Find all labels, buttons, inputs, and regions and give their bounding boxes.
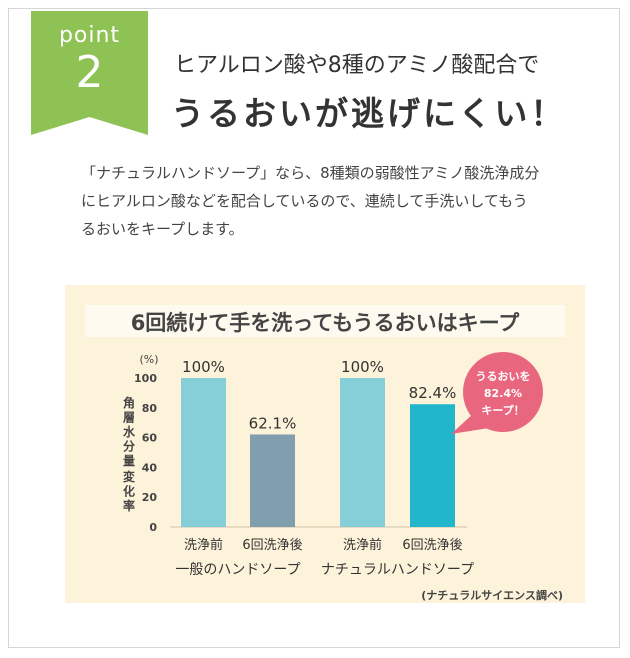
y-tick-label: 40 [142,461,158,474]
y-axis-label-char: 角 [123,395,135,410]
bar-category-label: 洗浄前 [184,537,223,553]
chart-source-note: (ナチュラルサイエンス調べ) [421,589,563,602]
y-axis-label-char: 分 [123,439,135,454]
bar [340,378,385,527]
heading-line-2: うるおいが逃げにくい！ [171,94,567,133]
y-tick-label: 20 [142,491,158,504]
badge-number: 2 [75,47,104,98]
badge-ribbon-shape [31,11,148,135]
chart-title-bar: 6回続けて手を洗ってもうるおいはキープ [85,305,565,337]
y-axis-label-char: 水 [123,424,136,439]
y-axis-label-char: 層 [123,411,135,425]
group-label: ナチュラルハンドソープ [321,562,474,578]
bar-category-label: 洗浄前 [343,537,382,553]
bar-value-label: 100% [182,358,225,376]
callout-bubble [463,352,543,432]
bar [181,378,226,527]
paragraph-line: にヒアルロン酸などを配合しているので、連続して手洗いしてもう [81,192,528,210]
paragraph-line: 「ナチュラルハンドソープ」なら、8種類の弱酸性アミノ酸洗浄成分 [81,164,540,182]
chart-title: 6回続けて手を洗ってもうるおいはキープ [130,311,520,335]
y-axis-label-char: 率 [123,498,135,513]
callout-text-line: キープ！ [481,403,524,417]
y-axis-label-char: 変 [123,469,136,484]
y-tick-label: 0 [149,521,157,534]
point-badge: point 2 [31,11,148,135]
bar-value-label: 62.1% [249,414,297,432]
chart-panel: 6回続けて手を洗ってもうるおいはキープ (%) 0 20 40 60 80 100 角層水分量… [65,285,585,603]
y-axis-label-char: 量 [123,454,135,468]
bar-value-label: 100% [341,358,384,376]
y-axis-unit: (%) [139,353,158,366]
content-card: point 2 ヒアルロン酸や8種のアミノ酸配合で うるおいが逃げにくい！ 「ナ… [8,8,620,648]
y-tick-label: 60 [142,432,158,445]
callout-tail [451,414,489,434]
badge-word: point [58,23,121,48]
bar [250,434,295,527]
heading-line-1: ヒアルロン酸や8種のアミノ酸配合で [174,53,540,78]
bar-value-label: 82.4% [409,384,457,402]
group-label: 一般のハンドソープ [175,562,300,578]
y-axis-label-char: 化 [123,484,135,499]
bar-category-label: 6回洗浄後 [242,538,302,553]
bar-category-label: 6回洗浄後 [402,538,462,553]
callout-text-line: 82.4% [484,387,522,400]
y-tick-label: 80 [142,402,158,415]
callout-text-line: うるおいを [476,370,531,383]
bar [410,404,455,527]
description-paragraph: 「ナチュラルハンドソープ」なら、8種類の弱酸性アミノ酸洗浄成分 にヒアルロン酸な… [81,159,601,243]
y-tick-label: 100 [134,372,157,385]
paragraph-line: るおいをキープします。 [81,220,244,238]
